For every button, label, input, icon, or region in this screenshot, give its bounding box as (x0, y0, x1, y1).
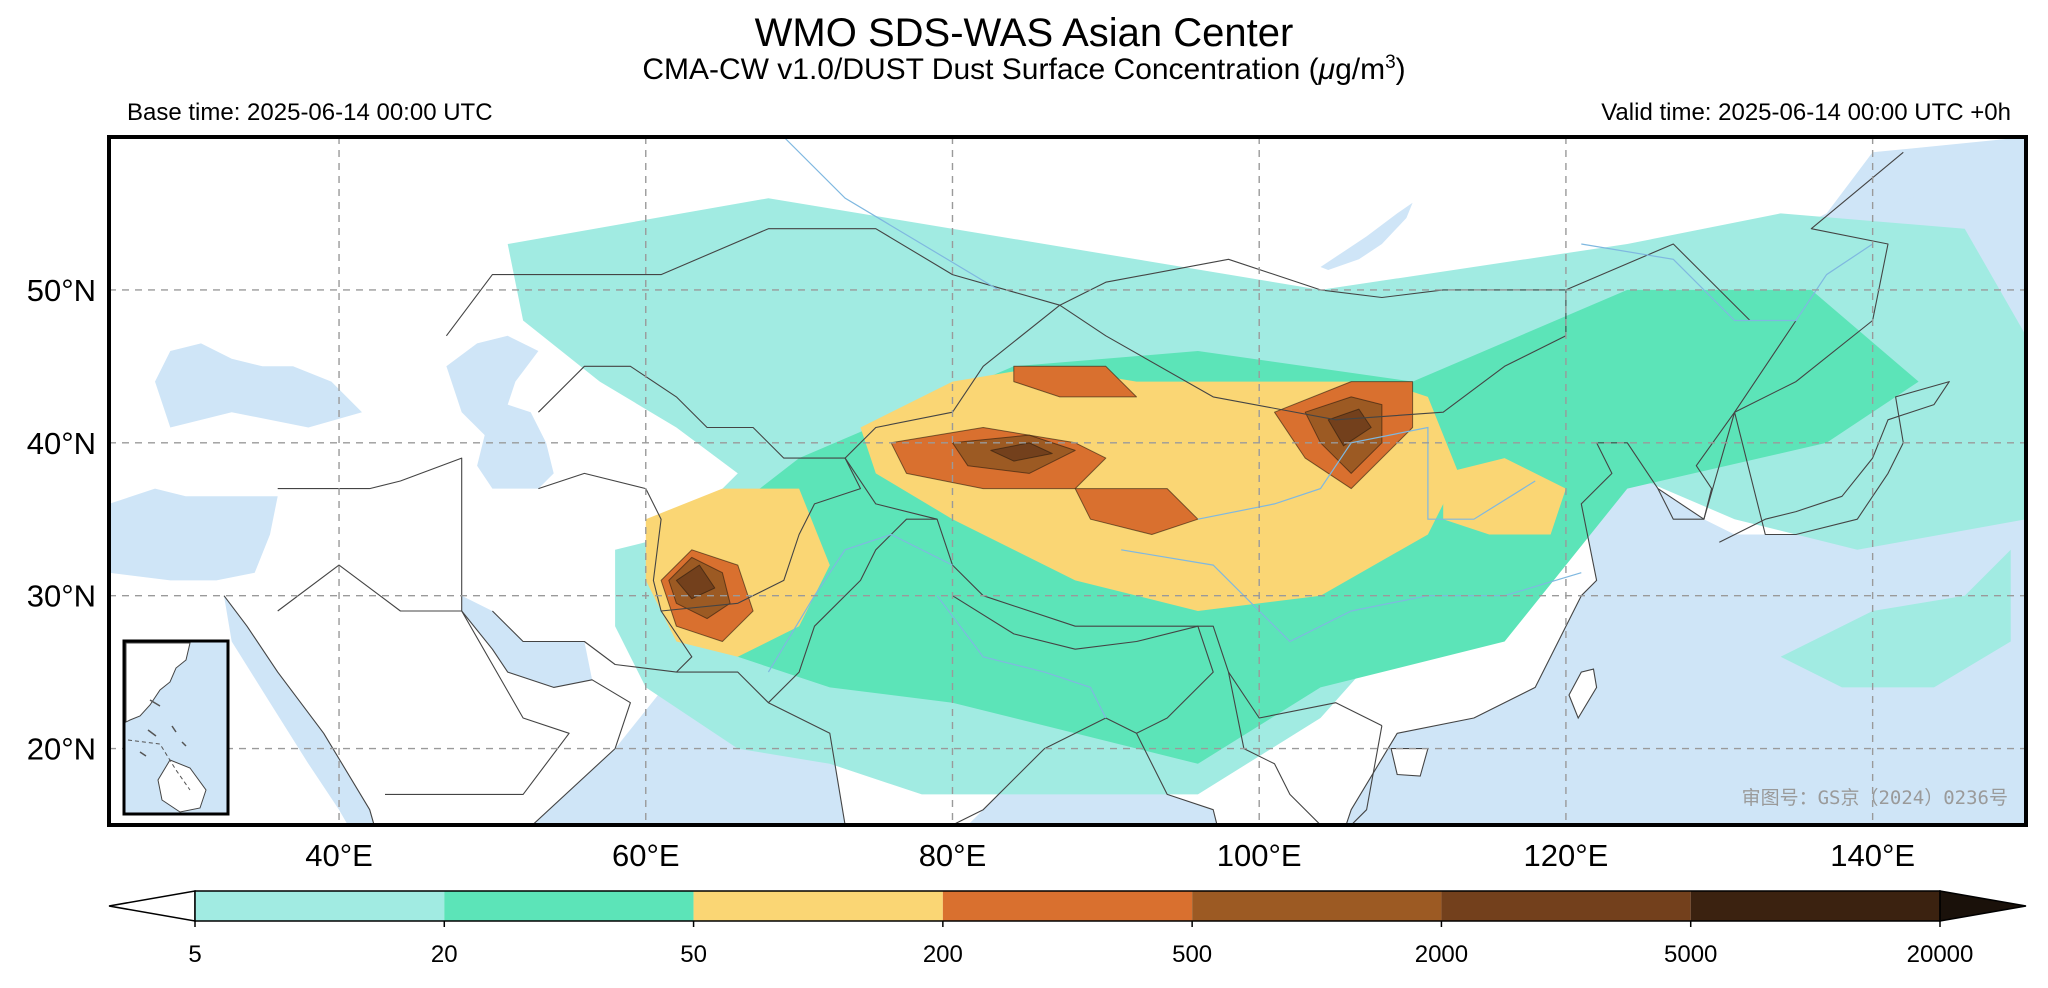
lon-tick-label: 140°E (1830, 838, 1915, 873)
page-title: WMO SDS-WAS Asian Center (754, 11, 1294, 55)
river-ob-irtysh (783, 137, 999, 291)
lon-tick-label: 40°E (305, 838, 373, 873)
border-afghan-pakistan (661, 457, 862, 612)
border-layer (223, 137, 1950, 825)
map-watermark: 审图号：GS京（2024）0236号 (1742, 787, 2008, 809)
border-china-north (844, 243, 1797, 459)
colorbar-label: 5 (188, 941, 201, 968)
colorbar-segment (1690, 891, 1940, 921)
colorbar-segment (1441, 891, 1691, 921)
map-frame (107, 135, 2028, 827)
coast-arabia (223, 595, 631, 825)
border-china-south (844, 457, 1383, 727)
colorbar-label: 20000 (1907, 941, 1974, 968)
border-kazakhstan (445, 228, 1060, 337)
dust-region-tibet-north (1074, 488, 1199, 535)
mediterranean (109, 488, 278, 581)
dust-region-north-china-plain (1443, 458, 1566, 535)
base-time: Base time: 2025-06-14 00:00 UTC (127, 99, 493, 126)
lat-tick-label: 20°N (27, 732, 96, 767)
lon-tick-label: 60°E (612, 838, 680, 873)
red-sea (224, 595, 375, 825)
dust-region-tarim-peak (990, 442, 1053, 462)
lat-tick-label: 40°N (27, 426, 96, 461)
colorbar-segment (693, 891, 943, 921)
unit-text: g/m (1335, 53, 1386, 86)
lat-tick-label: 30°N (27, 579, 96, 614)
gridlines (109, 137, 2026, 825)
unit-mu: μ (1318, 53, 1336, 86)
subtitle-text: CMA-CW v1.0/DUST Dust Surface Concentrat… (642, 53, 1319, 86)
page-subtitle: CMA-CW v1.0/DUST Dust Surface Concentrat… (0, 52, 2048, 88)
river-indus (767, 533, 953, 673)
unit-exponent: 3 (1385, 52, 1396, 73)
colorbar-under-arrow (108, 890, 196, 922)
inset-boundary (127, 739, 191, 791)
valid-time: Valid time: 2025-06-14 00:00 UTC +0h (1601, 99, 2011, 126)
inset-island (157, 759, 207, 813)
sea-of-okhotsk (1796, 137, 2026, 229)
lake-baikal (1320, 202, 1413, 270)
taiwan-island (1568, 668, 1598, 720)
border-central-asia (538, 365, 846, 459)
coast-china (1345, 151, 1904, 825)
inset-islets (139, 699, 187, 757)
black-sea (155, 343, 362, 428)
inset-coast (125, 642, 191, 723)
colorbar-segment (444, 891, 694, 921)
colorbar-label: 2000 (1415, 941, 1468, 968)
lat-tick-label: 50°N (27, 273, 96, 308)
inset-map (122, 639, 230, 816)
dust-layer (507, 198, 2026, 795)
dust-region-pacific-east-japan (1780, 549, 2011, 688)
river-ganges (936, 595, 1107, 719)
colorbar: 5 20 50 200 500 2000 5000 20000 (108, 890, 2027, 968)
dust-region-helmand-peak (675, 564, 716, 600)
map-panel (109, 137, 2026, 825)
lon-tick-label: 100°E (1217, 838, 1302, 873)
border-india-pakistan (768, 518, 938, 704)
border-saudi (277, 564, 570, 795)
border-iran-afghan (538, 472, 693, 673)
caspian-sea (446, 335, 554, 489)
dust-region-junggar (1013, 365, 1137, 398)
longitude-labels: 40°E 60°E 80°E 100°E 120°E 140°E (305, 838, 1915, 873)
latitude-labels: 20°N 30°N 40°N 50°N (27, 273, 96, 767)
subtitle-close: ) (1395, 53, 1406, 86)
border-mongolia-russia (1059, 258, 1566, 306)
colorbar-label: 5000 (1664, 941, 1717, 968)
coast-bengal-indochina (952, 717, 1218, 825)
lon-tick-label: 120°E (1524, 838, 1609, 873)
colorbar-segment (942, 891, 1193, 921)
river-yellow (1197, 426, 1536, 520)
colorbar-frame (194, 890, 1941, 922)
border-india-nepal (952, 595, 1214, 734)
colorbar-segment (1192, 891, 1442, 921)
colorbar-over-arrow (1939, 890, 2027, 922)
coast-korea-japan (1657, 381, 1950, 543)
colorbar-label: 50 (680, 941, 707, 968)
river-amur (1581, 243, 1873, 322)
colorbar-label: 20 (431, 941, 458, 968)
colorbar-segment (195, 891, 445, 921)
colorbar-label: 200 (923, 941, 963, 968)
colorbar-label: 500 (1172, 941, 1212, 968)
lon-tick-label: 80°E (919, 838, 987, 873)
